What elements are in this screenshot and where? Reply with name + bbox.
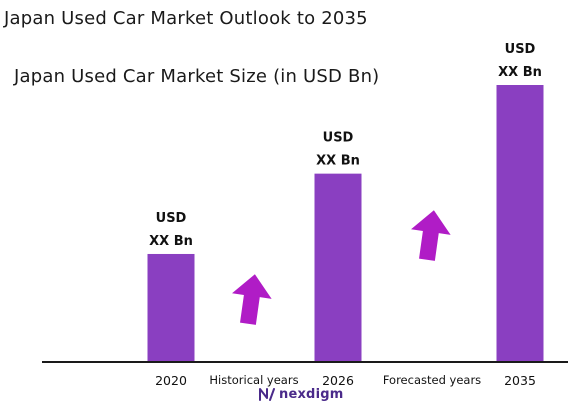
data-label-2035-line2: XX Bn — [498, 65, 542, 80]
bar-2026 — [314, 173, 362, 362]
data-label-2035-line1: USD — [505, 42, 536, 57]
x-tick-2026: 2026 — [322, 373, 354, 388]
data-label-2026-line2: XX Bn — [316, 154, 360, 169]
logo-text: nexdigm — [279, 386, 344, 402]
chart-title: Japan Used Car Market Outlook to 2035 — [4, 8, 368, 29]
bar-2035 — [496, 85, 544, 362]
period-label-2: Forecasted years — [383, 373, 481, 387]
data-label-2026-line1: USD — [323, 131, 354, 146]
nexdigm-logo: nexdigm — [258, 386, 343, 402]
nexdigm-logo-icon — [259, 388, 275, 401]
x-tick-2035: 2035 — [504, 373, 536, 388]
growth-arrow-icon-1 — [232, 274, 272, 325]
data-label-2020-line2: XX Bn — [149, 234, 193, 249]
chart-subtitle: Japan Used Car Market Size (in USD Bn) — [14, 66, 380, 87]
x-tick-2020: 2020 — [155, 373, 187, 388]
data-label-2020-line1: USD — [156, 211, 187, 226]
growth-arrow-icon-2 — [411, 210, 451, 261]
bar-2020 — [147, 253, 195, 362]
period-label-1: Historical years — [209, 373, 298, 387]
